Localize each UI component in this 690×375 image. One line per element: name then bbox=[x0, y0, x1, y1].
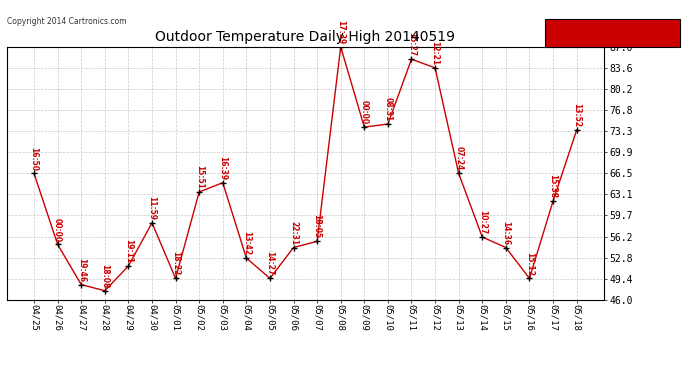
Text: 18:22: 18:22 bbox=[171, 251, 180, 276]
Text: 18:08: 18:08 bbox=[100, 264, 109, 288]
Text: 08:31: 08:31 bbox=[384, 97, 393, 121]
Text: 17:39: 17:39 bbox=[336, 20, 345, 44]
Text: 22:31: 22:31 bbox=[289, 220, 298, 245]
Text: 07:24: 07:24 bbox=[454, 146, 463, 171]
Text: 16:50: 16:50 bbox=[30, 147, 39, 171]
Text: 13:42: 13:42 bbox=[242, 231, 251, 255]
Text: 18:05: 18:05 bbox=[313, 214, 322, 238]
Title: Outdoor Temperature Daily High 20140519: Outdoor Temperature Daily High 20140519 bbox=[155, 30, 455, 44]
Text: 10:27: 10:27 bbox=[477, 210, 486, 234]
Text: 19:46: 19:46 bbox=[77, 258, 86, 282]
Text: 15:51: 15:51 bbox=[195, 165, 204, 189]
Text: 14:27: 14:27 bbox=[266, 251, 275, 276]
Text: 14:36: 14:36 bbox=[502, 220, 511, 245]
Text: 19:11: 19:11 bbox=[124, 239, 133, 263]
Text: 11:59: 11:59 bbox=[148, 196, 157, 220]
Text: Temperature (°F): Temperature (°F) bbox=[569, 28, 656, 38]
Text: 13:52: 13:52 bbox=[572, 104, 581, 128]
Text: 16:39: 16:39 bbox=[218, 156, 227, 180]
Text: 00:00: 00:00 bbox=[53, 217, 62, 242]
Text: 15:38: 15:38 bbox=[549, 174, 558, 198]
Text: 15:12: 15:12 bbox=[525, 252, 534, 276]
Text: 12:21: 12:21 bbox=[431, 41, 440, 65]
Text: Copyright 2014 Cartronics.com: Copyright 2014 Cartronics.com bbox=[7, 17, 126, 26]
Text: 00:00: 00:00 bbox=[359, 100, 368, 124]
Text: 15:27: 15:27 bbox=[407, 32, 416, 57]
